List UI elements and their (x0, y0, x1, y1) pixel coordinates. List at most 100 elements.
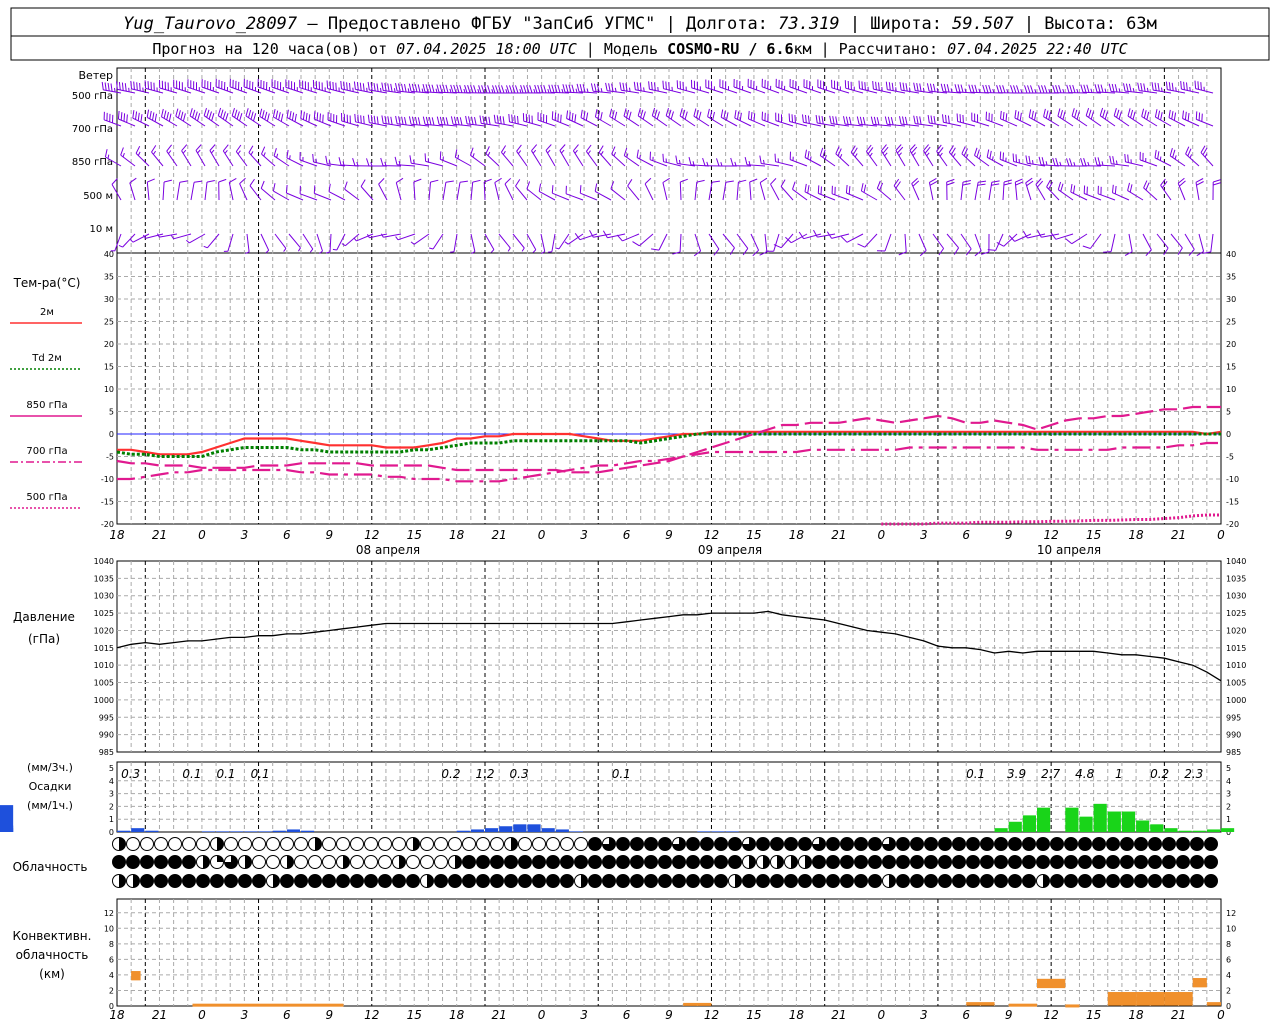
barb-staff (831, 233, 850, 239)
cloud-fill (714, 874, 728, 888)
wind-barb (1165, 81, 1186, 94)
wind-barb (508, 113, 528, 127)
cloud-circle (476, 837, 490, 851)
barb-flag (1031, 110, 1034, 119)
cloud-fill (511, 837, 518, 851)
wind-barb (228, 177, 237, 201)
barb-flag (913, 82, 916, 91)
barb-flag (929, 83, 933, 92)
barb-flag (884, 152, 888, 157)
y-tick-left: 990 (99, 731, 114, 740)
barb-flag (532, 149, 537, 154)
cloud-symbol (252, 855, 266, 869)
barb-flag (182, 113, 186, 122)
wind-barb (151, 145, 164, 167)
barb-flag (737, 111, 740, 120)
barb-flag (960, 84, 964, 93)
barb-staff (551, 233, 556, 252)
barb-flag (341, 243, 346, 247)
cloud-fill (1050, 874, 1064, 888)
barb-staff (328, 191, 346, 201)
cloud-symbol (546, 855, 560, 869)
hour-label: 12 (704, 528, 719, 542)
barb-flag (312, 153, 314, 163)
cloud-fill (602, 874, 616, 888)
barb-flag (613, 151, 617, 157)
barb-staff (1085, 115, 1102, 127)
barb-flag (338, 157, 342, 166)
barb-flag (802, 114, 804, 123)
barb-flag (431, 117, 435, 126)
barb-staff (679, 233, 682, 253)
barb-flag (693, 250, 701, 257)
hour-label: 3 (241, 528, 249, 542)
wind-barb (135, 145, 150, 167)
cloud-fill (770, 837, 784, 851)
barb-flag (919, 250, 927, 257)
barb-flag (417, 117, 421, 126)
cloud-symbol (602, 837, 616, 851)
barb-flag (1116, 109, 1120, 118)
barb-flag (356, 82, 359, 91)
cloud-symbol (588, 855, 602, 869)
y-tick-left: 1035 (94, 574, 114, 583)
cloud-fill (784, 837, 798, 851)
precip-total-label: 1.2 (475, 767, 494, 781)
hour-label: 3 (920, 528, 928, 542)
barb-flag (1177, 247, 1183, 255)
barb-flag (346, 82, 348, 91)
wind-barb (326, 80, 346, 94)
cloud-symbol (420, 837, 434, 851)
wind-barb (605, 82, 626, 94)
cloud-fill (854, 874, 868, 888)
barb-flag (734, 110, 737, 119)
cloud-symbol (1176, 874, 1190, 888)
barb-flag (259, 108, 263, 117)
barb-flag (734, 161, 737, 166)
wind-barb (1043, 108, 1060, 127)
barb-flag (1127, 154, 1129, 163)
cloud-fill (343, 855, 350, 869)
wind-barb (132, 110, 150, 127)
barb-staff (111, 184, 122, 201)
barb-flag (384, 161, 387, 166)
cloud-fill (1106, 874, 1120, 888)
barb-flag (902, 116, 905, 125)
barb-flag (235, 144, 242, 152)
barb-flag (580, 109, 583, 118)
barb-flag (1003, 182, 1012, 186)
wind-barb (1057, 181, 1074, 201)
cloud-fill (840, 855, 854, 869)
barb-flag (813, 229, 818, 238)
cloud-fill (1106, 837, 1120, 851)
barb-flag (611, 110, 615, 119)
barb-flag (759, 177, 768, 184)
wind-barb (144, 80, 164, 94)
precip-bar (216, 831, 230, 832)
wind-barb (936, 144, 948, 167)
wind-barb (999, 151, 1018, 167)
wind-barb (1185, 146, 1200, 167)
hour-label-bottom: 3 (580, 1008, 588, 1022)
barb-staff (227, 233, 234, 252)
barb-flag (835, 116, 838, 125)
barb-flag (589, 230, 594, 238)
cloud-fill (672, 874, 686, 888)
y-tick-left: 1025 (94, 609, 114, 618)
barb-staff (396, 164, 416, 167)
cloud-fill (658, 855, 672, 869)
cloud-circle (434, 855, 448, 869)
barb-staff (722, 233, 735, 249)
barb-staff (1198, 233, 1205, 252)
cloud-symbol (364, 874, 378, 888)
barb-flag (325, 155, 328, 164)
barb-flag (154, 113, 157, 122)
barb-flag (390, 83, 393, 92)
barb-flag (517, 150, 522, 155)
hour-label: 21 (492, 528, 507, 542)
cloud-symbol (882, 855, 896, 869)
cloud-fill (1092, 855, 1106, 869)
cloud-symbol (1204, 837, 1218, 851)
barb-flag (498, 85, 502, 94)
barb-flag (843, 116, 846, 125)
